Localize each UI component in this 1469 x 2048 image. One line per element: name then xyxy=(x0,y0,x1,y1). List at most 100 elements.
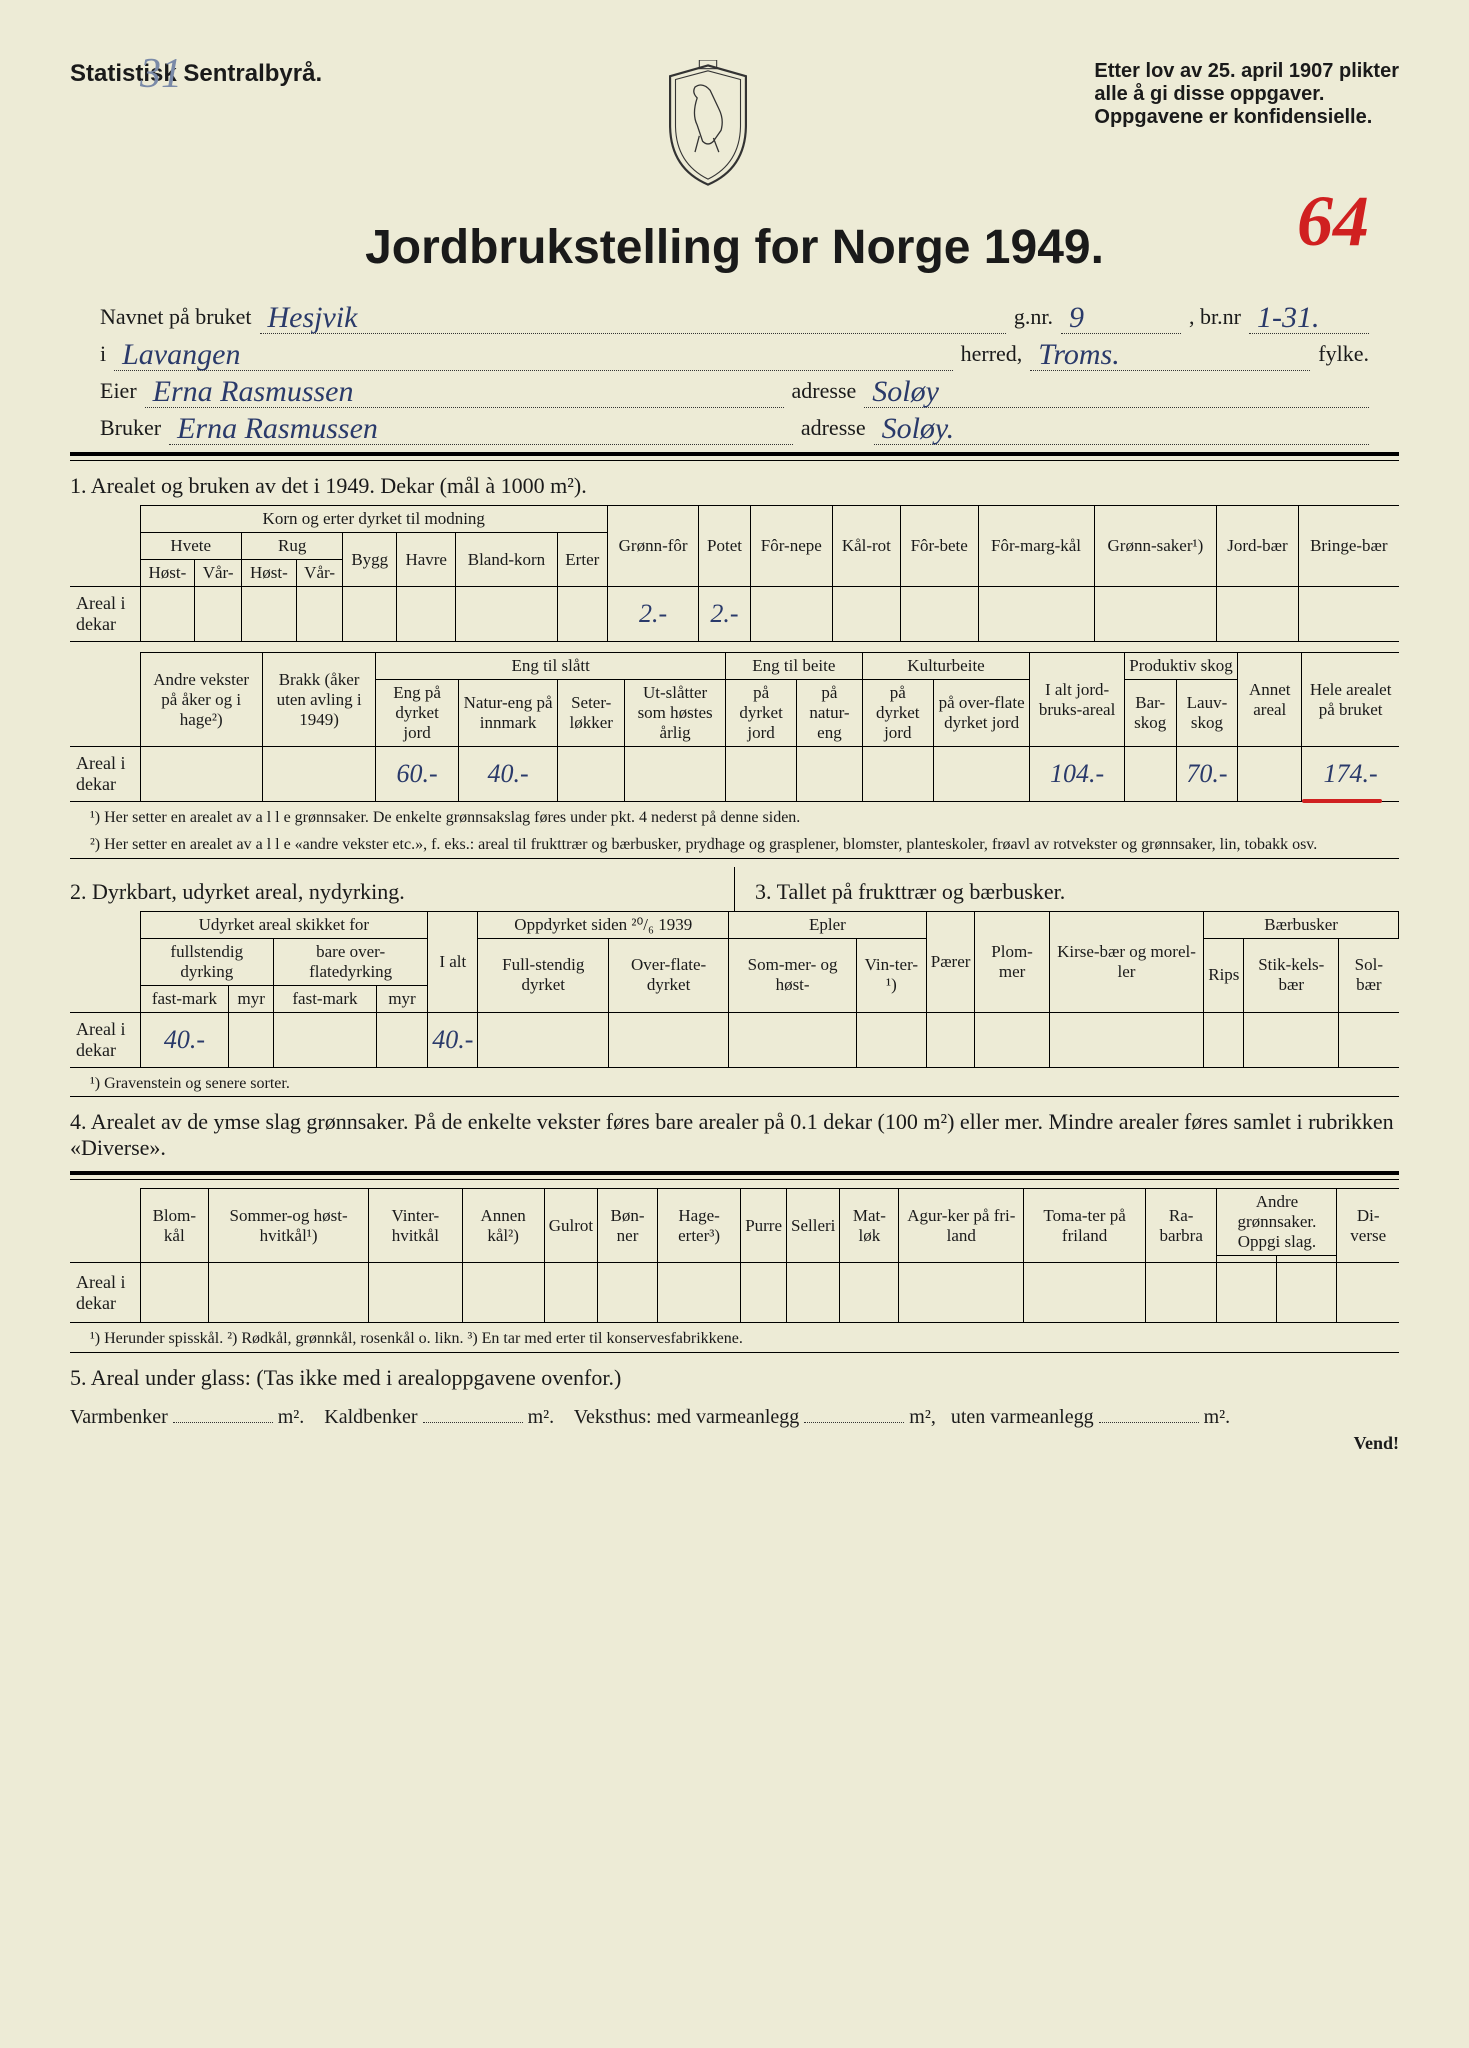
label-adresse-2: adresse xyxy=(801,415,866,441)
th-agurker: Agur-ker på fri-land xyxy=(899,1189,1024,1263)
footnote-1: ¹) Her setter en arealet av a l l e grøn… xyxy=(90,808,1399,829)
th-baerbusker: Bærbusker xyxy=(1204,911,1399,938)
law-line1: Etter lov av 25. april 1907 plikter xyxy=(1094,60,1399,83)
divider xyxy=(70,452,1399,456)
th-rips: Rips xyxy=(1204,938,1244,1012)
field-municipality: Lavangen xyxy=(114,340,952,371)
val-potet: 2.- xyxy=(699,587,751,642)
field-gnr: 9 xyxy=(1061,303,1181,334)
val-lauvskog: 70.- xyxy=(1176,747,1238,802)
th-havre: Havre xyxy=(397,533,456,587)
row-label-3: Areal i dekar xyxy=(70,1012,140,1067)
label-farm-name: Navnet på bruket xyxy=(100,304,252,330)
th-produktiv-skog: Produktiv skog xyxy=(1124,653,1237,680)
row-label-4: Areal i dekar xyxy=(70,1263,140,1323)
th-vinterkal: Vinter-hvitkål xyxy=(369,1189,462,1263)
unit-m2-3: m², xyxy=(909,1406,936,1428)
th-host2: Høst- xyxy=(241,560,296,587)
field-kaldbenker xyxy=(423,1422,523,1423)
th-kirsebaer: Kirse-bær og morel-ler xyxy=(1049,911,1204,1012)
val-ialt: 104.- xyxy=(1030,747,1124,802)
label-varmbenker: Varmbenker xyxy=(70,1406,168,1428)
field-bruker: Erna Rasmussen xyxy=(169,414,793,445)
divider xyxy=(70,858,1399,859)
label-i: i xyxy=(100,341,106,367)
th-korn-group: Korn og erter dyrket til modning xyxy=(140,506,607,533)
vend-label: Vend! xyxy=(70,1433,1399,1454)
th-bygg: Bygg xyxy=(343,533,397,587)
th-gulrot: Gulrot xyxy=(544,1189,597,1263)
th-natureng: Natur-eng på innmark xyxy=(458,680,557,747)
section4-heading: 4. Arealet av de ymse slag grønnsaker. P… xyxy=(70,1109,1399,1161)
divider xyxy=(70,1179,1399,1180)
val-eng-dyrket: 60.- xyxy=(376,747,459,802)
th-rabarbra: Ra-barbra xyxy=(1145,1189,1217,1263)
unit-m2-4: m². xyxy=(1204,1406,1231,1428)
footnote-2: ²) Her setter en arealet av a l l e «and… xyxy=(90,835,1399,856)
label-veksthus-med: Veksthus: med varmeanlegg xyxy=(574,1406,800,1428)
label-fylke: fylke. xyxy=(1318,341,1369,367)
th-pa-dyrket2: på dyrket jord xyxy=(862,680,933,747)
field-varmbenker xyxy=(173,1422,273,1423)
th-erter: Erter xyxy=(557,533,607,587)
th-bringebaer: Bringe-bær xyxy=(1298,506,1399,587)
th-selleri: Selleri xyxy=(787,1189,840,1263)
label-eier: Eier xyxy=(100,378,137,404)
footnote-3: ¹) Gravenstein og senere sorter. xyxy=(90,1074,1399,1095)
th-stikkelsbaer: Stik-kels-bær xyxy=(1244,938,1339,1012)
th-udyrket: Udyrket areal skikket for xyxy=(140,911,428,938)
th-brakk: Brakk (åker uten avling i 1949) xyxy=(262,653,375,747)
section3-heading: 3. Tallet på frukttrær og bærbusker. xyxy=(755,879,1399,905)
val-ialt2: 40.- xyxy=(428,1012,478,1067)
th-barskog: Bar-skog xyxy=(1124,680,1176,747)
th-formargkal: Fôr-marg-kål xyxy=(978,506,1094,587)
val-gronnfor: 2.- xyxy=(607,587,698,642)
main-title: Jordbrukstelling for Norge 1949. xyxy=(70,220,1399,275)
section2-heading: 2. Dyrkbart, udyrket areal, nydyrking. xyxy=(70,879,714,905)
divider xyxy=(70,1171,1399,1175)
th-bare-overflate: bare over-flatedyrking xyxy=(274,938,428,985)
law-text: Etter lov av 25. april 1907 plikter alle… xyxy=(1094,60,1399,129)
label-herred: herred, xyxy=(961,341,1023,367)
section5-heading: 5. Areal under glass: (Tas ikke med i ar… xyxy=(70,1365,1399,1391)
th-eng-dyrket: Eng på dyrket jord xyxy=(376,680,459,747)
section5-fields: Varmbenker m². Kaldbenker m². Veksthus: … xyxy=(70,1406,1399,1429)
th-full-dyrket: Full-stendig dyrket xyxy=(478,938,609,1012)
page-number-annotation: 31 xyxy=(140,50,182,98)
th-seterlokker: Seter-løkker xyxy=(558,680,625,747)
header-row: Statistisk Sentralbyrå. Etter lov av 25.… xyxy=(70,60,1399,190)
th-forbete: Fôr-bete xyxy=(900,506,978,587)
coat-of-arms-icon xyxy=(653,60,763,190)
unit-m2-2: m². xyxy=(528,1406,555,1428)
th-utslatter: Ut-slåtter som høstes årlig xyxy=(625,680,726,747)
field-veksthus-med xyxy=(804,1422,904,1423)
th-pa-dyrket1: på dyrket jord xyxy=(726,680,797,747)
field-farm-name: Hesjvik xyxy=(260,303,1006,334)
th-ialt-jordbruk: I alt jord-bruks-areal xyxy=(1030,653,1124,747)
divider xyxy=(70,460,1399,461)
section1-heading: 1. Arealet og bruken av det i 1949. Deka… xyxy=(70,473,1399,499)
table-section4: Blom-kål Sommer-og høst-hvitkål¹) Vinter… xyxy=(70,1188,1399,1323)
th-purre: Purre xyxy=(741,1189,787,1263)
th-matlok: Mat-løk xyxy=(840,1189,899,1263)
label-adresse-1: adresse xyxy=(792,378,857,404)
th-andre-vekster: Andre vekster på åker og i hage²) xyxy=(140,653,262,747)
th-fastmark2: fast-mark xyxy=(274,985,377,1012)
th-vinter: Vin-ter-¹) xyxy=(857,938,927,1012)
th-paerer: Pærer xyxy=(926,911,975,1012)
law-line2: alle å gi disse oppgaver. xyxy=(1094,83,1399,106)
field-county: Troms. xyxy=(1030,340,1310,371)
row-label-1: Areal i dekar xyxy=(70,587,140,642)
label-veksthus-uten: uten varmeanlegg xyxy=(951,1406,1094,1428)
th-host1: Høst- xyxy=(140,560,195,587)
val-natureng: 40.- xyxy=(458,747,557,802)
th-fastmark1: fast-mark xyxy=(140,985,229,1012)
th-fornepe: Fôr-nepe xyxy=(750,506,832,587)
label-bruker: Bruker xyxy=(100,415,161,441)
th-pa-overflate: på over-flate dyrket jord xyxy=(933,680,1029,747)
th-andre: Andre grønnsaker. Oppgi slag. xyxy=(1217,1189,1337,1256)
label-kaldbenker: Kaldbenker xyxy=(324,1406,417,1428)
table-section2-3: Udyrket areal skikket for I alt Oppdyrke… xyxy=(70,911,1399,1068)
th-oppdyrket: Oppdyrket siden ²⁰/₆ 1939 xyxy=(478,911,729,938)
th-var2: Vår- xyxy=(296,560,343,587)
